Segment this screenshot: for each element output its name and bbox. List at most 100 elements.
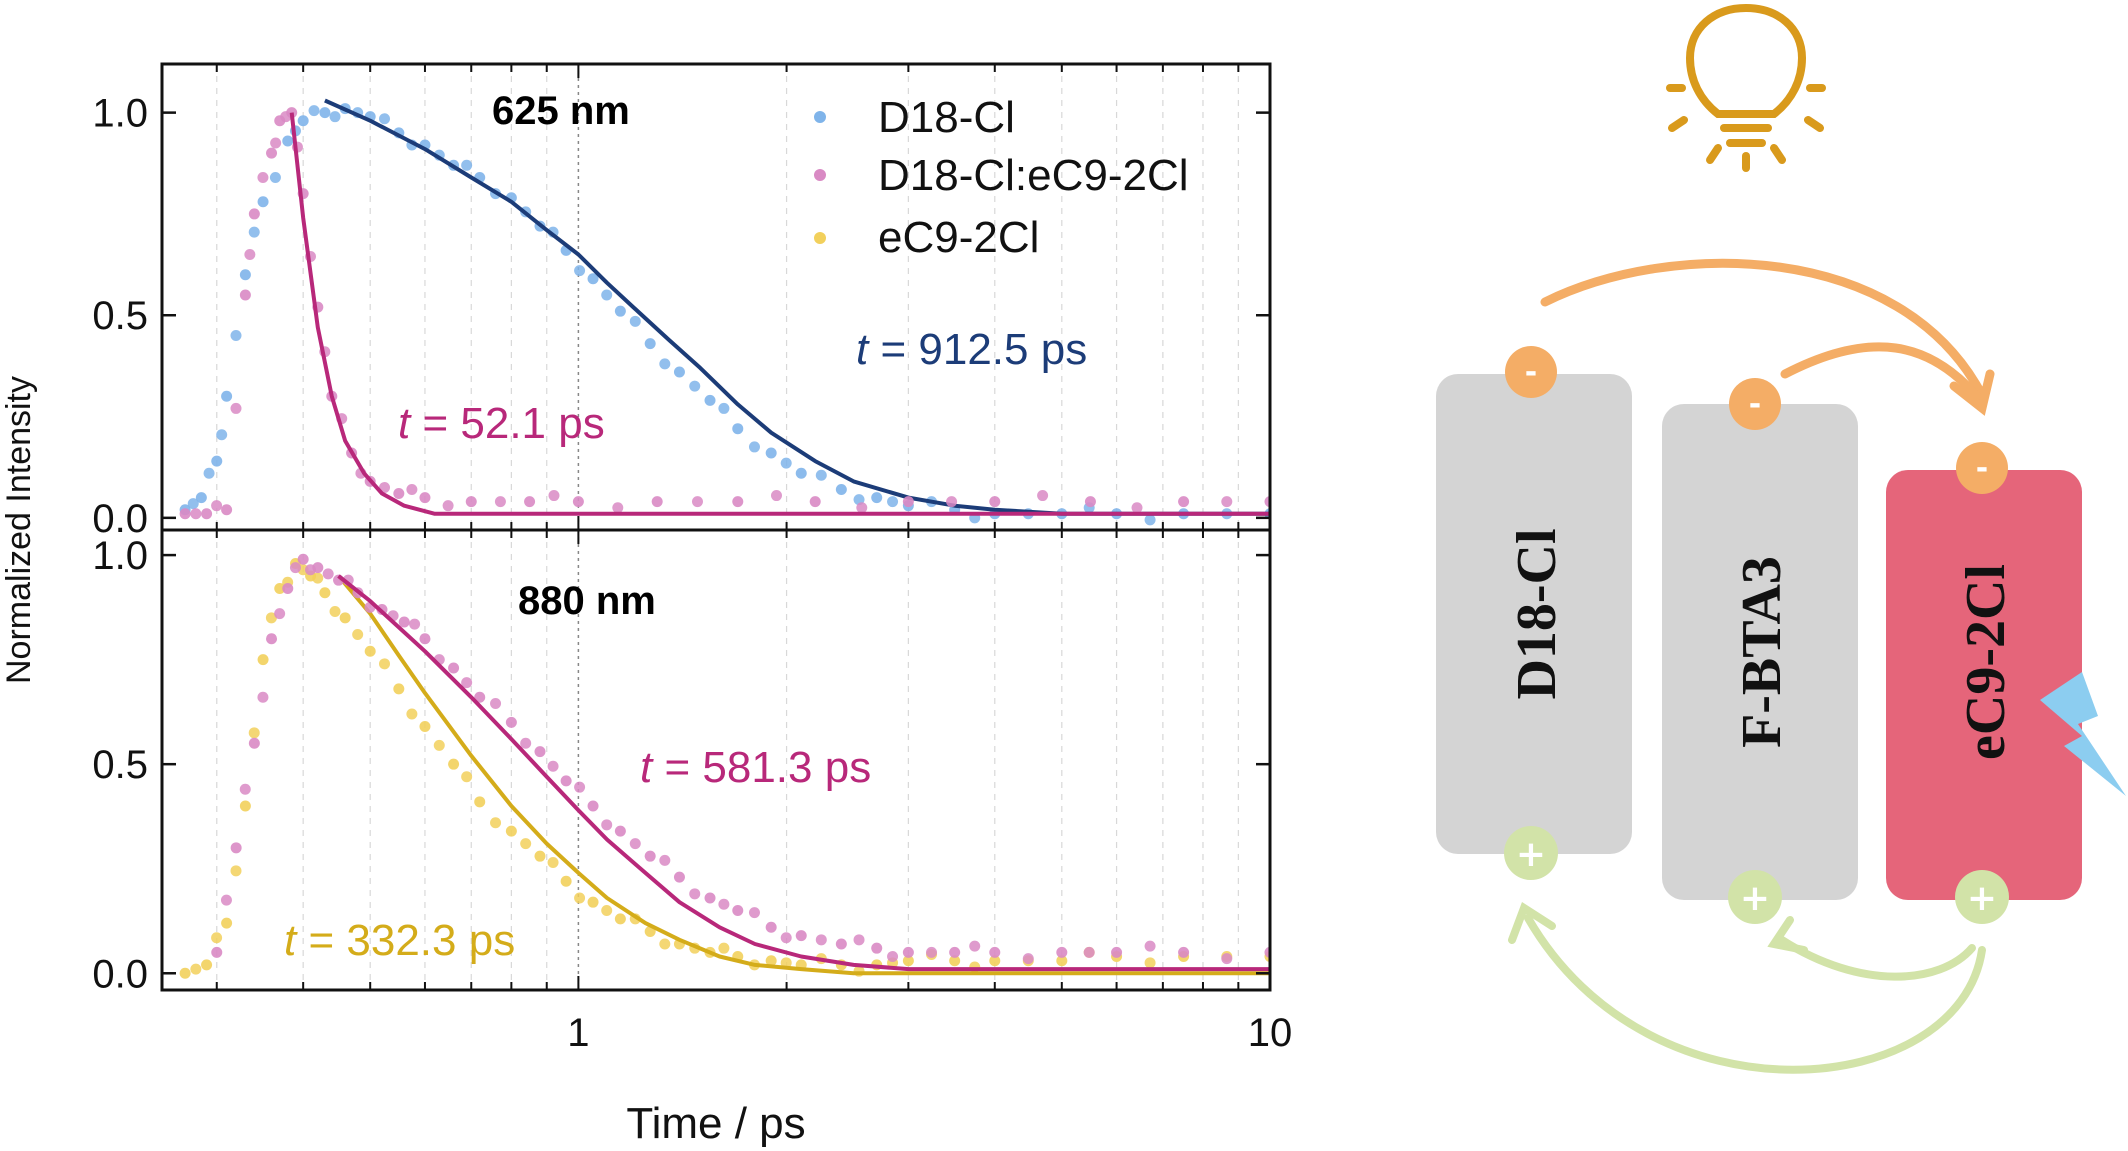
data-point: [297, 553, 309, 565]
ec92cl-box: [1886, 470, 2082, 900]
data-point: [239, 269, 251, 281]
data-point: [190, 963, 202, 975]
data-point: [257, 196, 269, 208]
y-tick-label: 0.0: [92, 952, 148, 996]
data-point: [490, 817, 502, 829]
data-point: [448, 758, 460, 770]
legend: D18-Cl D18-Cl:eC9-2Cl eC9-2Cl: [814, 93, 1189, 262]
data-point: [490, 698, 502, 710]
data-point: [1221, 953, 1233, 965]
data-point: [322, 568, 334, 580]
data-point: [748, 907, 760, 919]
data-point: [748, 441, 760, 453]
data-point: [902, 946, 914, 958]
data-point: [393, 683, 405, 695]
data-point: [1037, 490, 1049, 502]
legend-label-blend: D18-Cl:eC9-2Cl: [878, 151, 1189, 200]
data-point: [534, 746, 546, 758]
data-point: [364, 645, 376, 657]
d18cl-box-label: D18-Cl: [1506, 528, 1568, 699]
data-point: [560, 775, 572, 787]
legend-label-d18cl: D18-Cl: [878, 93, 1015, 142]
data-point: [1131, 502, 1143, 514]
data-point: [644, 850, 656, 862]
data-point: [352, 629, 364, 641]
data-point: [601, 289, 613, 301]
electron-transfer-arrows: [1540, 258, 1995, 416]
data-point: [289, 562, 301, 574]
data-point: [629, 315, 641, 327]
data-point: [732, 905, 744, 917]
light-bulb-icon: [1666, 3, 1826, 172]
hole-ec92cl-sign: +: [1967, 878, 1997, 919]
data-point: [319, 107, 331, 119]
data-point: [946, 496, 958, 508]
data-point: [1144, 514, 1156, 526]
data-point: [815, 934, 827, 946]
data-point: [926, 946, 938, 958]
hole-ec92cl: [1955, 870, 2009, 924]
electron-arrow-long: [1540, 258, 1987, 400]
electron-arrow-head: [1949, 369, 1995, 416]
data-point: [312, 572, 324, 584]
data-point: [230, 842, 242, 854]
data-point: [239, 800, 251, 812]
data-point: [574, 781, 586, 793]
data-point: [448, 662, 460, 674]
data-point: [601, 905, 613, 917]
y-tick-label: 0.0: [92, 497, 148, 541]
electron-ec92cl-sign: -: [1976, 451, 1988, 486]
data-point: [419, 721, 431, 733]
marks-bot: [179, 553, 1270, 979]
data-point: [239, 289, 251, 301]
data-point: [1056, 946, 1068, 958]
data-point: [673, 366, 685, 378]
data-point: [308, 105, 320, 117]
data-point: [629, 838, 641, 850]
data-point: [835, 938, 847, 950]
data-point: [1083, 946, 1095, 958]
data-point: [461, 771, 473, 783]
data-point: [651, 496, 663, 508]
data-point: [398, 616, 410, 628]
hole-arrow-short: [1778, 936, 1976, 981]
data-point: [587, 896, 599, 908]
panel-880-frame: [160, 528, 1272, 992]
data-point: [989, 955, 1001, 967]
data-point: [614, 825, 626, 837]
fit-line: [289, 112, 1270, 516]
data-point: [244, 248, 256, 260]
data-point: [732, 423, 744, 435]
data-point: [266, 147, 278, 159]
data-point: [211, 455, 223, 467]
data-point: [989, 946, 1001, 958]
legend-label-ec9: eC9-2Cl: [878, 213, 1039, 262]
yticks-top: 0.0 0.5 1.0: [92, 92, 1270, 541]
data-point: [614, 305, 626, 317]
data-point: [689, 888, 701, 900]
data-point: [815, 469, 827, 481]
data-point: [587, 800, 599, 812]
data-point: [659, 358, 671, 370]
data-point: [989, 496, 1001, 508]
data-point: [257, 171, 269, 183]
panel-880-title: 880 nm: [518, 579, 656, 623]
tau-blend-880-label: t = 581.3 ps: [640, 743, 871, 792]
y-tick-label: 0.5: [92, 743, 148, 787]
tau-d18cl-label: t = 912.5 ps: [856, 325, 1087, 374]
data-point: [765, 955, 777, 967]
data-point: [239, 783, 251, 795]
data-point: [534, 850, 546, 862]
electron-fbta3-sign: -: [1749, 387, 1761, 422]
data-point: [1111, 946, 1123, 958]
fbta3-box: [1662, 404, 1858, 900]
data-point: [329, 606, 341, 618]
data-point: [280, 111, 292, 123]
data-point: [765, 921, 777, 933]
electron-ec92cl: [1956, 442, 2008, 494]
fit-line: [336, 574, 1270, 976]
data-point: [266, 633, 278, 645]
hole-arrow-long: [1524, 914, 1986, 1074]
data-point: [230, 329, 242, 341]
